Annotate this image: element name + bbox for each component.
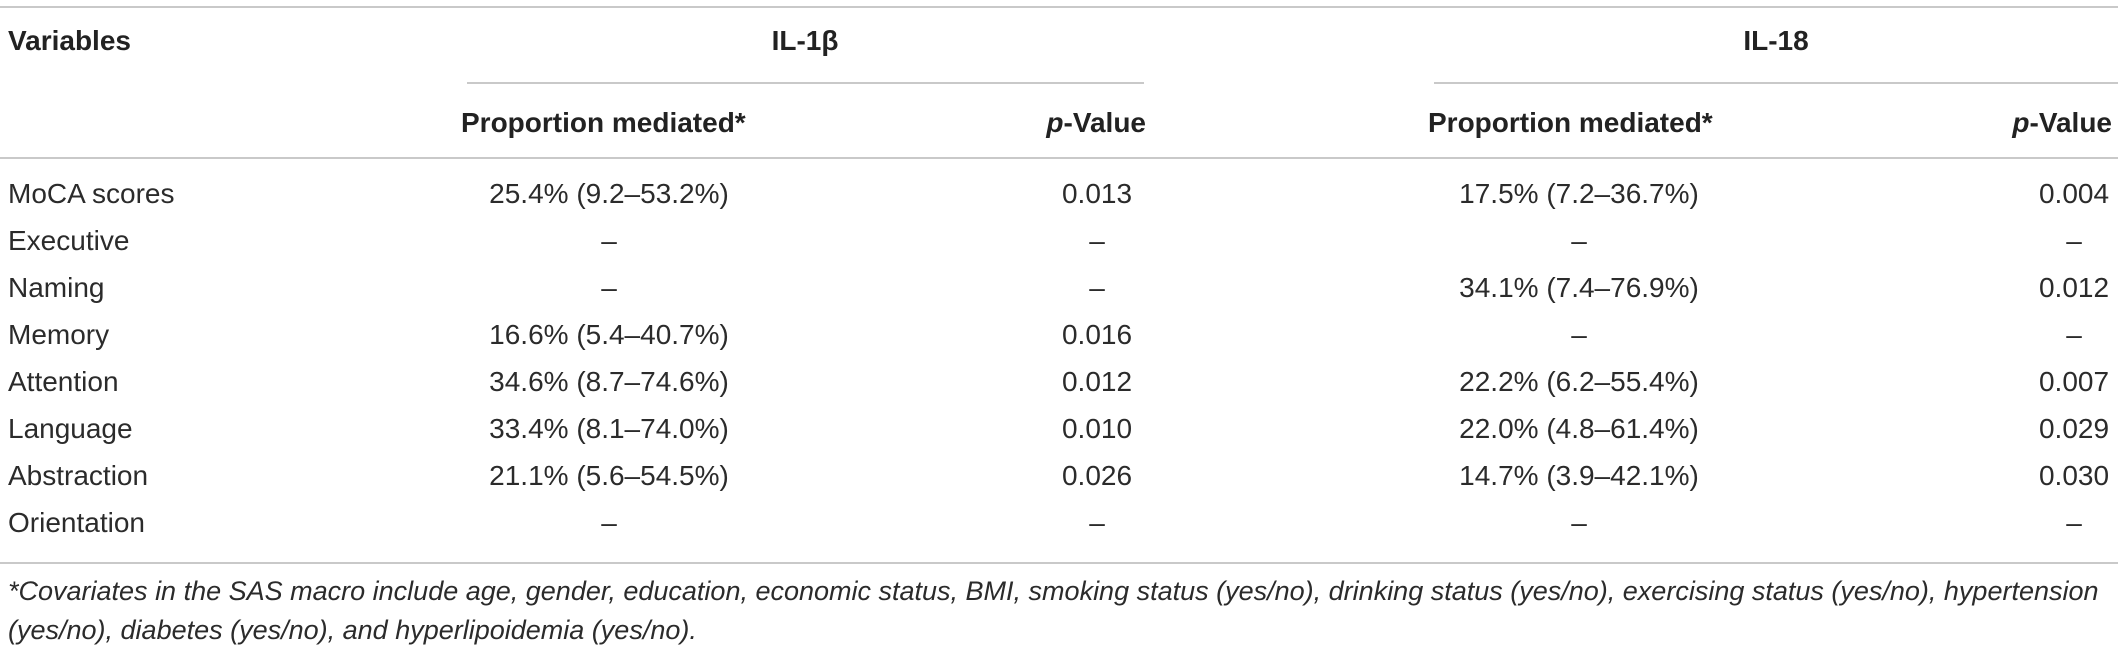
table-row: Executive – – – – <box>0 218 2118 265</box>
il1b-proportion-cell: – <box>601 507 617 538</box>
il18-pvalue-cell: – <box>2066 319 2082 350</box>
il1b-group-header: IL-1β <box>771 25 839 56</box>
row-variable: Attention <box>8 366 119 397</box>
il18-pvalue-cell: 0.007 <box>2038 366 2110 397</box>
row-variable: Orientation <box>8 507 145 538</box>
il1b-proportion-cell: – <box>601 225 617 256</box>
il1b-pvalue-cell: – <box>1089 272 1105 303</box>
il18-pvalue-cell: – <box>2066 225 2082 256</box>
il18-pvalue-cell: 0.029 <box>2038 413 2110 444</box>
il18-proportion-cell: 34.1% (7.4–76.9%) <box>1459 272 1699 303</box>
il1b-pvalue-cell: 0.026 <box>1061 460 1133 491</box>
table-row: Orientation – – – – <box>0 500 2118 547</box>
il1b-proportion-cell: 34.6% (8.7–74.6%) <box>489 366 729 397</box>
il1b-proportion-cell: 16.6% (5.4–40.7%) <box>489 319 729 350</box>
il1b-pvalue-cell: – <box>1089 507 1105 538</box>
row-variable: Executive <box>8 225 130 256</box>
il1b-pvalue-cell: 0.013 <box>1061 178 1133 209</box>
il18-proportion-cell: – <box>1571 319 1587 350</box>
il1b-pvalue-header: p-Value <box>1046 107 1146 138</box>
table-row: Naming – – 34.1% (7.4–76.9%) 0.012 <box>0 265 2118 312</box>
il1b-pvalue-cell: 0.010 <box>1061 413 1133 444</box>
row-variable: Language <box>8 413 133 444</box>
table-footnote: *Covariates in the SAS macro include age… <box>8 576 2099 645</box>
il18-pvalue-cell: 0.030 <box>2038 460 2110 491</box>
il18-proportion-cell: – <box>1571 225 1587 256</box>
table-bottom-rule <box>0 562 2118 564</box>
il1b-proportion-cell: 21.1% (5.6–54.5%) <box>489 460 729 491</box>
variables-header: Variables <box>8 25 131 56</box>
row-variable: Abstraction <box>8 460 149 491</box>
il18-pvalue-header: p-Value <box>2012 107 2112 138</box>
table-row: Abstraction 21.1% (5.6–54.5%) 0.026 14.7… <box>0 453 2118 500</box>
il18-pvalue-cell: 0.004 <box>2038 178 2110 209</box>
il18-proportion-cell: 22.0% (4.8–61.4%) <box>1459 413 1699 444</box>
il1b-pvalue-cell: 0.012 <box>1061 366 1133 397</box>
header-bottom-rule <box>0 157 2118 159</box>
il18-pvalue-cell: – <box>2066 507 2082 538</box>
il18-pvalue-cell: 0.012 <box>2038 272 2110 303</box>
il18-group-rule <box>1434 82 2118 84</box>
il18-proportion-cell: 22.2% (6.2–55.4%) <box>1459 366 1699 397</box>
row-variable: Memory <box>8 319 110 350</box>
table-row: Memory 16.6% (5.4–40.7%) 0.016 – – <box>0 312 2118 359</box>
il1b-proportion-cell: 33.4% (8.1–74.0%) <box>489 413 729 444</box>
row-variable: MoCA scores <box>8 178 175 209</box>
il18-group-header: IL-18 <box>1743 25 1809 56</box>
il1b-pvalue-cell: 0.016 <box>1061 319 1133 350</box>
il18-proportion-cell: 14.7% (3.9–42.1%) <box>1459 460 1699 491</box>
il1b-pvalue-cell: – <box>1089 225 1105 256</box>
il1b-proportion-header: Proportion mediated* <box>461 107 746 138</box>
il18-proportion-header: Proportion mediated* <box>1428 107 1713 138</box>
table-row: Attention 34.6% (8.7–74.6%) 0.012 22.2% … <box>0 359 2118 406</box>
il18-proportion-cell: – <box>1571 507 1587 538</box>
row-variable: Naming <box>8 272 105 303</box>
il1b-proportion-cell: – <box>601 272 617 303</box>
il1b-group-rule <box>467 82 1144 84</box>
table-row: MoCA scores 25.4% (9.2–53.2%) 0.013 17.5… <box>0 171 2118 218</box>
table-row: Language 33.4% (8.1–74.0%) 0.010 22.0% (… <box>0 406 2118 453</box>
il18-proportion-cell: 17.5% (7.2–36.7%) <box>1459 178 1699 209</box>
il1b-proportion-cell: 25.4% (9.2–53.2%) <box>489 178 729 209</box>
table-top-rule <box>0 6 2118 8</box>
